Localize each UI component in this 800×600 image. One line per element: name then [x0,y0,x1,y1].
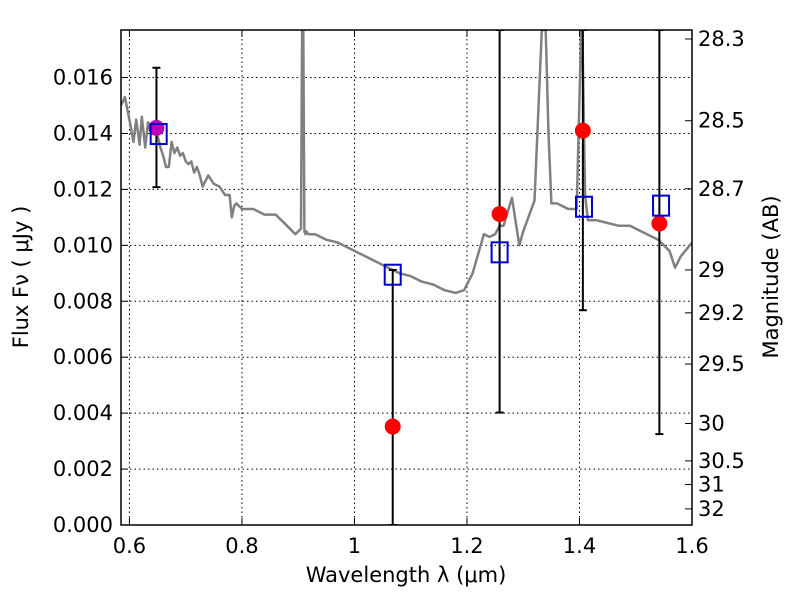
right-tick-label: 28.7 [698,177,745,201]
model-photometry-marker [149,123,168,146]
observed-flux-point [651,215,668,232]
model-photometry-marker [383,263,402,286]
right-tick-label: 32 [698,497,725,521]
x-tick-label: 1 [348,534,361,558]
y-tick-label: 0.012 [53,177,113,201]
y-tick-label: 0.008 [53,289,113,313]
right-tick-label: 29 [698,258,725,282]
plot-background [121,30,692,525]
right-tick-label: 28.5 [698,109,745,133]
x-tick-label: 1.2 [450,534,483,558]
tick-layer: 0.6 0.8 1 1.2 1.4 1.6 0.000 0.002 0.004 0.006 0.00… [53,27,745,558]
observed-flux-point [491,206,508,223]
x-tick-label: 0.8 [225,534,258,558]
model-photometry-marker [574,195,593,218]
x-tick-label: 0.6 [113,534,146,558]
right-tick-label: 30.5 [698,449,745,473]
right-tick-label: 29.2 [698,301,745,325]
right-tick-label: 30 [698,411,725,435]
series-clip-group [121,30,692,525]
y-axis-title: Flux Fν ( μJy ) [9,206,33,349]
x-tick-label: 1.6 [675,534,708,558]
y-tick-label: 0.014 [53,121,113,145]
model-photometry-marker [490,241,509,264]
x-axis-title: Wavelength λ (μm) [306,563,507,587]
right-tick-label: 28.3 [698,27,745,51]
y-tick-label: 0.016 [53,66,113,90]
y-tick-label: 0.000 [53,513,113,537]
model-sed-line [121,30,692,295]
y-tick-label: 0.010 [53,233,113,257]
observed-flux-point [384,418,401,435]
observed-flux-point [574,122,591,139]
y-tick-label: 0.002 [53,457,113,481]
y-tick-label: 0.006 [53,345,113,369]
right-tick-label: 31 [698,473,725,497]
plot-frame [120,29,693,526]
right-tick-label: 29.5 [698,352,745,376]
series-layer [121,30,692,525]
y-right-axis-title: Magnitude (AB) [759,195,783,358]
x-tick-label: 1.4 [563,534,596,558]
model-photometry-marker [652,194,671,217]
y-tick-label: 0.004 [53,401,113,425]
